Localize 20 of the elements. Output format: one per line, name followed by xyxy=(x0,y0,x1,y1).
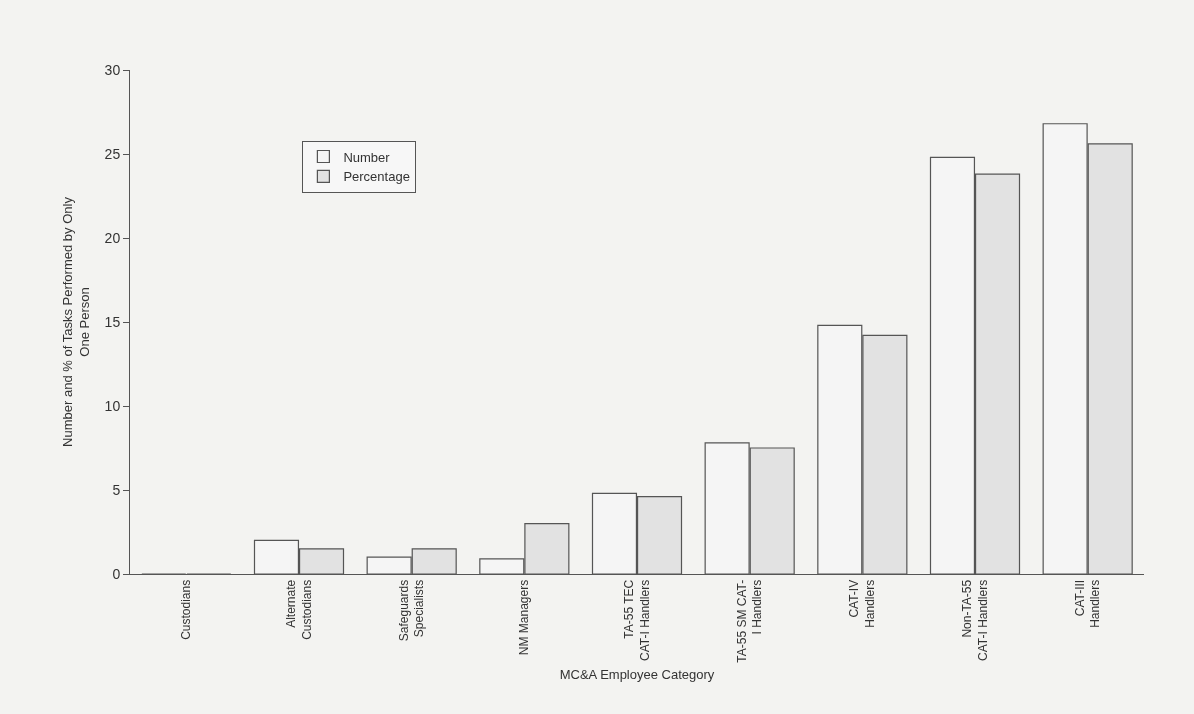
y-tick-label: 15 xyxy=(104,313,121,330)
x-tick-label: Custodians xyxy=(179,579,194,640)
x-tick-label: Alternate Custodians xyxy=(284,579,314,640)
x-tick-label: CAT-IV Handlers xyxy=(847,579,878,628)
legend-label: Number xyxy=(343,149,391,165)
x-tick-label: NM Managers xyxy=(517,579,532,656)
x-tick-label: CAT-III Handlers xyxy=(1072,579,1103,628)
y-tick-label: 30 xyxy=(104,61,121,78)
y-tick-label: 20 xyxy=(104,229,121,246)
x-tick-label: TA-55 SM CAT- I Handlers xyxy=(734,579,765,663)
x-tick-label: Safeguards Specialists xyxy=(396,579,427,642)
y-tick-label: 25 xyxy=(104,145,121,162)
legend-label: Percentage xyxy=(343,169,410,185)
y-tick-label: 10 xyxy=(104,397,121,414)
x-tick-label: Non-TA-55 CAT-I Handlers xyxy=(960,579,990,661)
x-tick-label: TA-55 TEC CAT-I Handlers xyxy=(622,579,652,661)
y-tick-label: 5 xyxy=(112,481,121,498)
y-tick-label: 0 xyxy=(112,565,121,582)
y-axis-title: Number and % of Tasks Performed by Only One Person xyxy=(59,196,92,447)
x-axis-title: MC&A Employee Category xyxy=(559,667,715,683)
